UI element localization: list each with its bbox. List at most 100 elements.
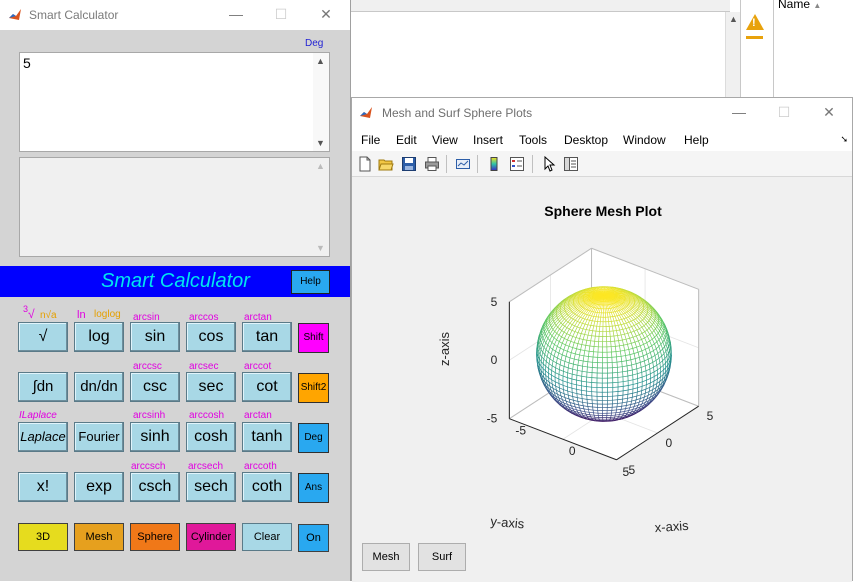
input-scrollbar[interactable]: ▲ ▼: [313, 53, 329, 151]
scroll-down-arrow-icon[interactable]: ▼: [316, 138, 325, 148]
print-icon[interactable]: [424, 156, 440, 172]
fourier-button[interactable]: Fourier: [74, 422, 124, 452]
figure-toolbar: [352, 151, 852, 177]
pointer-icon[interactable]: [541, 156, 557, 172]
link-plot-icon[interactable]: [455, 156, 471, 172]
background-scrollbar[interactable]: ▲: [725, 12, 740, 98]
menu-edit[interactable]: Edit: [396, 133, 417, 147]
clear-button[interactable]: Clear: [242, 523, 292, 551]
csc-button[interactable]: csc: [130, 372, 180, 402]
input-textarea[interactable]: 5 ▲ ▼: [19, 52, 330, 152]
arccsch-label: arccsch: [131, 461, 165, 472]
mesh-button[interactable]: Mesh: [74, 523, 124, 551]
sphere-button[interactable]: Sphere: [130, 523, 180, 551]
minimize-button[interactable]: —: [729, 104, 749, 120]
arcsech-label: arcsech: [188, 461, 223, 472]
cube-root-label: 3√: [23, 304, 35, 321]
ans-button[interactable]: Ans: [298, 473, 329, 503]
z-axis-label: z-axis: [437, 332, 452, 366]
warning-underline: [746, 36, 763, 39]
background-toolbar-strip: [350, 0, 730, 12]
mesh-longitude-segment: [606, 287, 607, 288]
cylinder-button[interactable]: Cylinder: [186, 523, 236, 551]
arccot-label: arccot: [244, 361, 271, 372]
scroll-up-arrow-icon[interactable]: ▲: [729, 14, 738, 24]
menu-insert[interactable]: Insert: [473, 133, 503, 147]
open-icon[interactable]: [378, 156, 394, 172]
toolbar-separator: [446, 155, 447, 173]
property-inspector-icon[interactable]: [563, 156, 579, 172]
matlab-logo-icon: [359, 106, 373, 120]
sech-button[interactable]: sech: [186, 472, 236, 502]
menu-desktop[interactable]: Desktop: [564, 133, 608, 147]
menu-tools[interactable]: Tools: [519, 133, 547, 147]
new-figure-icon[interactable]: [357, 156, 373, 172]
sec-button[interactable]: sec: [186, 372, 236, 402]
menu-view[interactable]: View: [432, 133, 458, 147]
menu-window[interactable]: Window: [623, 133, 666, 147]
scroll-down-arrow-icon[interactable]: ▼: [316, 243, 325, 253]
y-tick-label: 0: [666, 436, 673, 450]
figure-mesh-button[interactable]: Mesh: [362, 543, 410, 571]
minimize-button[interactable]: —: [226, 6, 246, 22]
integral-button[interactable]: ∫dn: [18, 372, 68, 402]
menu-help[interactable]: Help: [684, 133, 709, 147]
mesh-longitude-segment: [609, 420, 610, 421]
help-button[interactable]: Help: [291, 270, 330, 294]
derivative-button[interactable]: dn/dn: [74, 372, 124, 402]
calculator-window: Smart Calculator — ☐ ✕ Deg 5 ▲ ▼ ▲ ▼ Sma…: [0, 0, 351, 581]
toolbar-separator: [477, 155, 478, 173]
cosh-button[interactable]: cosh: [186, 422, 236, 452]
on-button[interactable]: On: [298, 524, 329, 552]
shift2-button[interactable]: Shift2: [298, 373, 329, 403]
menu-file[interactable]: File: [361, 133, 380, 147]
scroll-up-arrow-icon[interactable]: ▲: [316, 56, 325, 66]
z-tick-label: 0: [491, 353, 498, 367]
output-scrollbar[interactable]: ▲ ▼: [313, 158, 329, 256]
maximize-button[interactable]: ☐: [774, 104, 794, 121]
deg-button[interactable]: Deg: [298, 423, 329, 453]
sphere-mesh-chart[interactable]: Sphere Mesh Plot -505-505-505 z-axis y-a…: [352, 178, 852, 538]
shift-button[interactable]: Shift: [298, 323, 329, 353]
csch-button[interactable]: csch: [130, 472, 180, 502]
menu-overflow-icon[interactable]: ➘: [840, 134, 848, 145]
sqrt-button[interactable]: √: [18, 322, 68, 352]
maximize-button[interactable]: ☐: [271, 6, 291, 23]
y-axis-label: y-axis: [490, 514, 526, 532]
arctanh-label: arctan: [244, 410, 272, 421]
legend-icon[interactable]: [509, 156, 525, 172]
arccsc-label: arccsc: [133, 361, 162, 372]
exp-button[interactable]: exp: [74, 472, 124, 502]
angle-mode-indicator: Deg: [305, 38, 323, 49]
tanh-button[interactable]: tanh: [242, 422, 292, 452]
y-tick-label: -5: [624, 463, 635, 477]
name-column-header[interactable]: Name ▲: [778, 0, 821, 11]
calculator-titlebar[interactable]: Smart Calculator — ☐ ✕: [0, 0, 350, 30]
arccoth-label: arccoth: [244, 461, 277, 472]
scroll-up-arrow-icon[interactable]: ▲: [316, 161, 325, 171]
figure-surf-button[interactable]: Surf: [418, 543, 466, 571]
sinh-button[interactable]: sinh: [130, 422, 180, 452]
factorial-button[interactable]: x!: [18, 472, 68, 502]
sin-button[interactable]: sin: [130, 322, 180, 352]
mesh-longitude-segment: [606, 288, 607, 289]
figure-titlebar[interactable]: Mesh and Surf Sphere Plots — ☐ ✕: [352, 98, 852, 127]
banner-title: Smart Calculator: [101, 270, 250, 293]
close-button[interactable]: ✕: [819, 104, 839, 121]
log-button[interactable]: log: [74, 322, 124, 352]
warning-icon[interactable]: [746, 14, 764, 30]
3d-button[interactable]: 3D: [18, 523, 68, 551]
colorbar-icon[interactable]: [486, 156, 502, 172]
mesh-latitude-segment: [615, 325, 618, 326]
save-icon[interactable]: [401, 156, 417, 172]
output-textarea[interactable]: ▲ ▼: [19, 157, 330, 257]
laplace-button[interactable]: Laplace: [18, 422, 68, 452]
cot-button[interactable]: cot: [242, 372, 292, 402]
cos-button[interactable]: cos: [186, 322, 236, 352]
coth-button[interactable]: coth: [242, 472, 292, 502]
close-button[interactable]: ✕: [316, 6, 336, 23]
loglog-label: loglog: [94, 309, 121, 320]
chart-title: Sphere Mesh Plot: [544, 203, 662, 219]
tan-button[interactable]: tan: [242, 322, 292, 352]
arccosh-label: arccosh: [189, 410, 224, 421]
